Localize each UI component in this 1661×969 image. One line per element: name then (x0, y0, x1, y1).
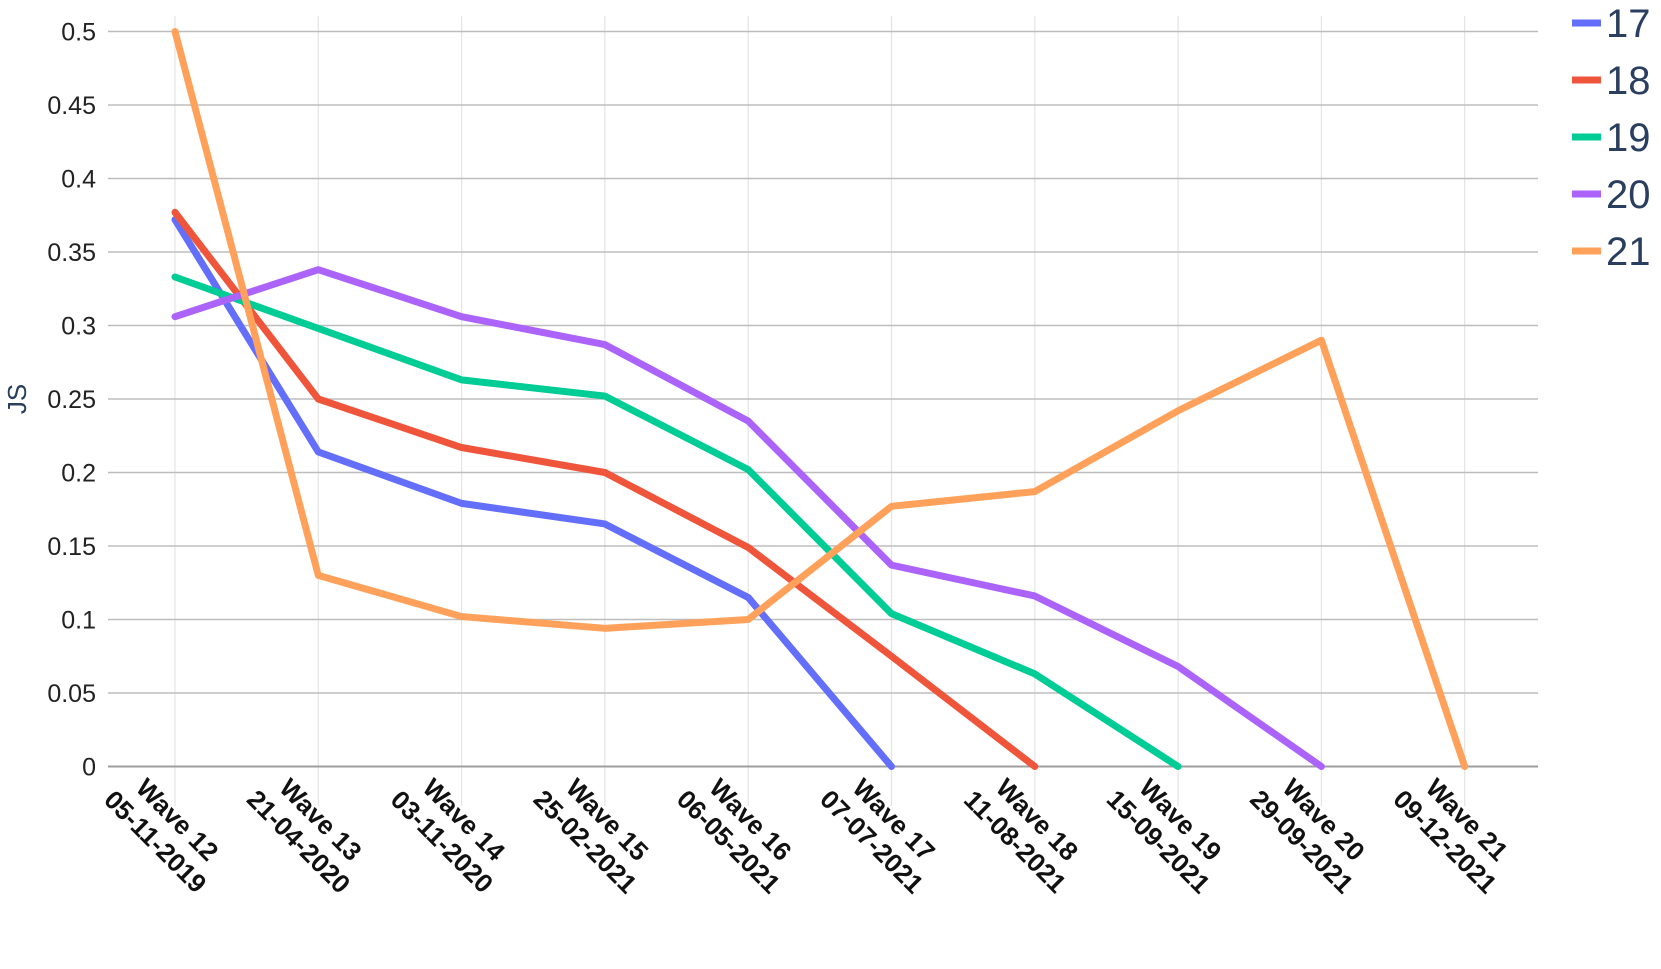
legend-label: 17 (1606, 2, 1651, 46)
series-line-21 (171, 28, 1469, 770)
legend-label: 18 (1606, 59, 1651, 103)
y-tick-label: 0.4 (61, 166, 96, 194)
y-axis-title: JS (2, 384, 32, 414)
series-line-19 (171, 273, 1182, 770)
y-tick-label: 0.05 (47, 680, 96, 708)
y-tick-label: 0.15 (47, 533, 96, 561)
y-tick-label: 0 (82, 754, 96, 782)
y-tick-label: 0.2 (61, 460, 96, 488)
series-lines (171, 28, 1469, 770)
series-line-18 (171, 208, 1039, 770)
y-tick-label: 0.35 (47, 239, 96, 267)
y-tick-label: 0.25 (47, 386, 96, 414)
legend-item-17[interactable]: 17 (1572, 2, 1651, 46)
legend-item-20[interactable]: 20 (1572, 173, 1651, 217)
legend-label: 20 (1606, 173, 1651, 217)
y-tick-label: 0.3 (61, 313, 96, 341)
legend-item-19[interactable]: 19 (1572, 116, 1651, 160)
legend-label: 21 (1606, 230, 1651, 274)
y-axis: 0 0.05 0.1 0.15 0.2 0.25 0.3 0.35 0.4 0.45 0.5 (47, 19, 96, 782)
legend-label: 19 (1606, 116, 1651, 160)
legend-item-18[interactable]: 18 (1572, 59, 1651, 103)
y-tick-label: 0.5 (61, 19, 96, 47)
series-line-20 (171, 266, 1325, 770)
y-tick-label: 0.45 (47, 92, 96, 120)
legend[interactable]: 17 18 19 20 21 (1572, 2, 1651, 274)
series-line-17 (171, 216, 895, 770)
y-tick-label: 0.1 (61, 607, 96, 635)
legend-item-21[interactable]: 21 (1572, 230, 1651, 274)
